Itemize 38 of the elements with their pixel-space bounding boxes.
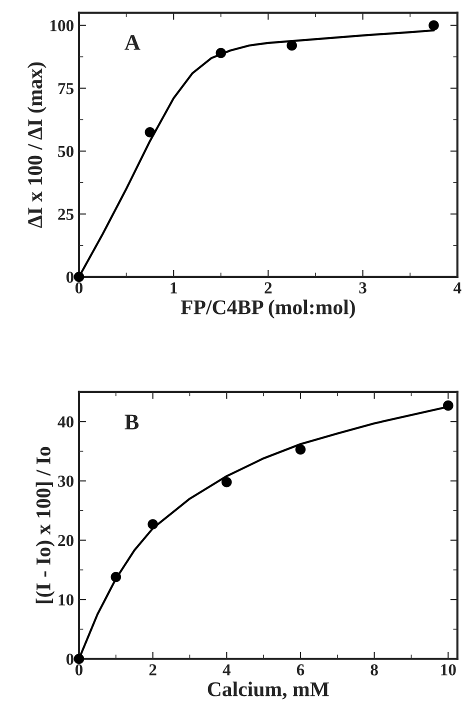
point	[295, 444, 306, 455]
point	[110, 572, 122, 582]
y-tick-label: 30	[58, 476, 74, 487]
point	[74, 654, 84, 664]
point	[443, 400, 454, 411]
x-tick-label: 3	[359, 282, 366, 294]
point	[222, 476, 232, 488]
point	[148, 519, 158, 530]
x-tick-label: 6	[296, 664, 304, 676]
y-axis-title: [(I - Io) x 100] / Io	[36, 446, 55, 604]
x-tick-label: 2	[264, 282, 272, 294]
y-tick-label: 100	[50, 20, 74, 32]
y-tick-label: 25	[58, 208, 74, 220]
point	[428, 20, 439, 31]
point	[144, 127, 156, 138]
x-tick-label: 4	[453, 282, 462, 294]
x-tick-label: 0	[75, 282, 83, 294]
x-tick-label: 1	[170, 282, 177, 294]
x-tick-label: 0	[75, 664, 83, 676]
point	[216, 48, 226, 58]
y-tick-label: 0	[66, 654, 74, 665]
y-tick-label: 50	[58, 146, 74, 158]
x-tick-label: 2	[149, 664, 156, 676]
y-tick-label: 10	[58, 594, 74, 606]
y-tick-label: 20	[58, 534, 74, 546]
point	[74, 272, 84, 282]
x-axis-title: Calcium, mM	[208, 682, 329, 700]
annotation: B	[124, 414, 139, 430]
x-tick-label: 4	[222, 664, 231, 676]
y-axis-title: ΔI x 100 / ΔI (max)	[27, 62, 46, 228]
y-tick-label: 40	[58, 416, 74, 428]
y-tick-label: 0	[66, 272, 74, 283]
x-axis-title: FP/C4BP (mol:mol)	[180, 300, 355, 319]
point	[286, 40, 297, 51]
y-tick-label: 75	[58, 83, 74, 94]
annotation: A	[124, 35, 140, 50]
x-tick-label: 10	[441, 664, 456, 676]
x-tick-label: 8	[370, 664, 378, 676]
